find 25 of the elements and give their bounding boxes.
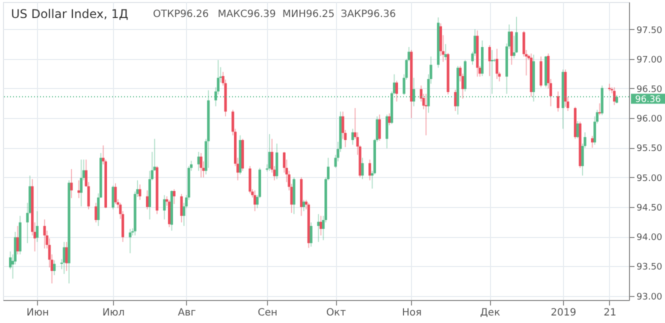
y-tick-label: 97.50 xyxy=(636,26,663,36)
y-tick-label: 93.50 xyxy=(636,262,663,273)
y-tick-label: 94.00 xyxy=(636,233,663,244)
annotation: ЗАКР96.36 xyxy=(340,9,396,20)
x-tick-label: Дек xyxy=(480,308,500,318)
y-tick-label: 96.50 xyxy=(636,84,663,95)
x-tick-label: Июл xyxy=(102,308,125,318)
annotation: МИН96.25 xyxy=(282,9,335,20)
x-tick-label: Сен xyxy=(258,308,278,318)
y-tick-label: 95.00 xyxy=(636,174,663,184)
chart-title: US Dollar Index, 1Д xyxy=(11,7,128,21)
x-tick-label: Окт xyxy=(326,308,346,318)
x-tick-label: 21 xyxy=(604,308,616,318)
x-tick-label: Авг xyxy=(178,308,196,318)
y-tick-label: 96.00 xyxy=(636,114,663,125)
y-tick-label: 94.50 xyxy=(636,203,663,214)
y-tick-label: 93.00 xyxy=(636,292,663,302)
x-tick-label: Ноя xyxy=(402,308,422,318)
x-tick-label: Июн xyxy=(26,308,49,318)
annotation: ОТКР96.26 xyxy=(153,9,209,20)
y-tick-label: 95.50 xyxy=(636,144,663,154)
ref-line-label: 96.36 xyxy=(635,94,662,105)
annotation: МАКС96.39 xyxy=(218,9,276,20)
y-tick-label: 97.00 xyxy=(636,55,663,66)
x-tick-label: 2019 xyxy=(550,308,576,318)
